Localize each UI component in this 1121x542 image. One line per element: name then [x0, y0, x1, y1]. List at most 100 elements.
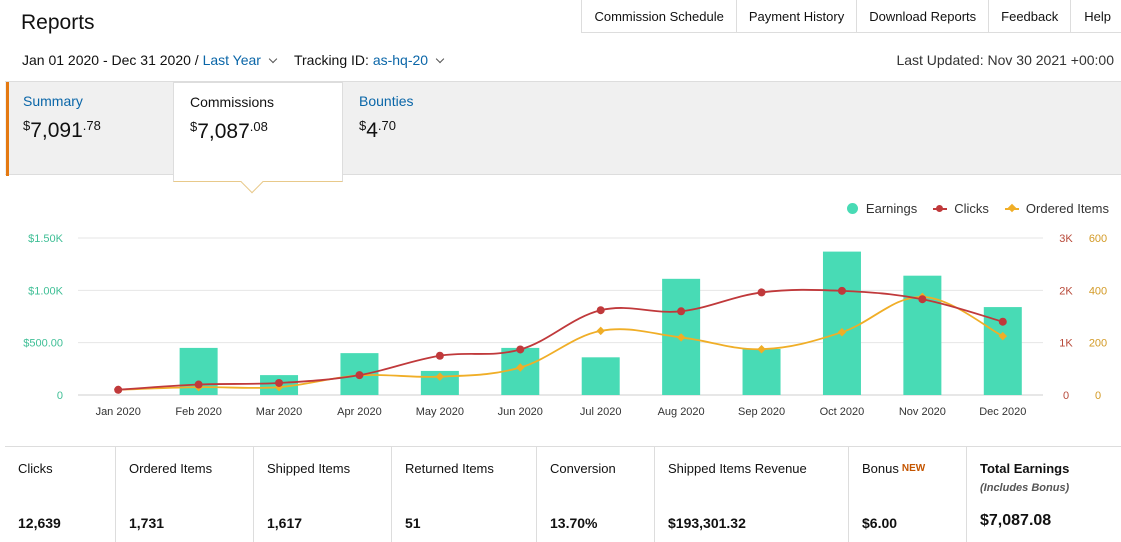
legend-ordered-items-label: Ordered Items	[1025, 201, 1109, 216]
left-axis-tick: 0	[57, 390, 63, 402]
clicks-point	[918, 295, 927, 304]
stat-ordered-items: Ordered Items 1,731	[116, 447, 254, 542]
x-axis-tick: Oct 2020	[820, 406, 865, 418]
last-updated: Last Updated: Nov 30 2021 +00:00	[896, 52, 1114, 68]
tab-bounties[interactable]: Bounties $4.70	[343, 82, 503, 176]
stat-label: Ordered Items	[129, 461, 213, 476]
stat-value: 1,731	[129, 515, 165, 531]
period-dropdown[interactable]: Last Year	[202, 52, 261, 68]
stat-value: $6.00	[862, 515, 898, 531]
clicks-point	[516, 345, 525, 354]
legend-ordered-items-swatch	[1004, 203, 1019, 213]
right-axis-1-tick: 1K	[1059, 338, 1073, 350]
payment-history-link[interactable]: Payment History	[737, 0, 858, 32]
right-axis-2-tick: 200	[1089, 338, 1107, 350]
tab-summary-value: $7,091.78	[23, 118, 101, 142]
x-axis-tick: Jan 2020	[96, 406, 141, 418]
stat-value: 1,617	[267, 515, 303, 531]
x-axis-tick: Mar 2020	[256, 406, 302, 418]
stat-total-earnings: Total Earnings (Includes Bonus) $7,087.0…	[967, 447, 1121, 542]
x-axis-tick: Sep 2020	[738, 406, 785, 418]
ordered-items-point	[435, 372, 445, 381]
tab-bounties-label: Bounties	[359, 93, 414, 109]
stat-label: Returned Items	[405, 461, 494, 476]
left-axis-tick: $500.00	[23, 338, 63, 350]
ordered-items-point	[596, 326, 605, 336]
right-axis-1-tick: 0	[1063, 390, 1069, 402]
stat-value: 51	[405, 515, 421, 531]
stat-clicks: Clicks 12,639	[5, 447, 116, 542]
stat-shipped-items-revenue: Shipped Items Revenue $193,301.32	[655, 447, 849, 542]
clicks-point	[757, 288, 766, 297]
x-axis-tick: Aug 2020	[658, 406, 705, 418]
stat-bonus: Bonus NEW $6.00	[849, 447, 967, 542]
chevron-down-icon[interactable]	[435, 54, 445, 63]
stat-value: 13.70%	[550, 515, 598, 531]
clicks-point	[275, 378, 284, 387]
page-title: Reports	[21, 11, 95, 34]
x-axis-tick: Jul 2020	[580, 406, 622, 418]
clicks-point	[998, 317, 1007, 326]
tab-summary-label: Summary	[23, 93, 83, 109]
x-axis-tick: Apr 2020	[337, 406, 382, 418]
stat-value: $193,301.32	[668, 515, 746, 531]
right-axis-1-tick: 3K	[1059, 233, 1073, 245]
new-badge: NEW	[901, 463, 926, 474]
tab-commissions-label: Commissions	[190, 94, 275, 110]
earnings-bar	[742, 348, 781, 395]
ordered-items-line	[118, 295, 1004, 391]
stat-label: Conversion	[550, 461, 616, 476]
ordered-items-point	[998, 331, 1008, 341]
tracking-id-dropdown[interactable]: as-hq-20	[372, 52, 429, 68]
stat-shipped-items: Shipped Items 1,617	[254, 447, 392, 542]
stat-returned-items: Returned Items 51	[392, 447, 537, 542]
stat-conversion: Conversion 13.70%	[537, 447, 655, 542]
legend-earnings-swatch	[846, 203, 858, 214]
clicks-point	[355, 371, 364, 380]
right-axis-2-tick: 600	[1089, 233, 1107, 245]
clicks-line	[118, 288, 1004, 391]
stat-label: Bonus NEW	[862, 461, 926, 476]
chevron-down-icon[interactable]	[268, 54, 278, 63]
clicks-point	[194, 380, 203, 389]
report-tabs: Summary $7,091.78 Commissions $7,087.08 …	[5, 81, 1121, 182]
filter-bar: Jan 01 2020 - Dec 31 2020 / Last Year Tr…	[22, 52, 445, 68]
clicks-point	[114, 385, 123, 394]
earnings-bar	[581, 357, 620, 395]
legend-earnings[interactable]: Earnings	[846, 201, 918, 216]
tracking-id-label: Tracking ID:	[293, 52, 369, 68]
x-axis-tick: Feb 2020	[175, 406, 221, 418]
ordered-items-point	[516, 363, 525, 372]
clicks-point	[677, 307, 686, 316]
clicks-point	[596, 306, 605, 315]
top-nav: Commission Schedule Payment History Down…	[581, 0, 1121, 33]
date-range: Jan 01 2020 - Dec 31 2020 /	[22, 52, 199, 68]
stat-label: Total Earnings	[980, 461, 1070, 476]
legend-ordered-items[interactable]: Ordered Items	[1004, 201, 1109, 216]
right-axis-2-tick: 0	[1095, 390, 1101, 402]
x-axis-tick: Jun 2020	[498, 406, 543, 418]
stats-row: Clicks 12,639 Ordered Items 1,731 Shippe…	[5, 446, 1121, 542]
chart-legend: Earnings Clicks Ordered Items	[831, 201, 1109, 216]
chart-plot: 0 $500.00 $1.00K $1.50K 0 1K 2K 3K 0 200 400 600 Jan…	[23, 233, 1107, 418]
tab-commissions-value: $7,087.08	[190, 119, 268, 143]
help-link[interactable]: Help	[1084, 8, 1111, 24]
legend-earnings-label: Earnings	[865, 201, 918, 216]
stat-note: (Includes Bonus)	[980, 482, 1070, 494]
earnings-bar	[822, 251, 861, 395]
tab-commissions[interactable]: Commissions $7,087.08	[173, 82, 343, 182]
clicks-point	[837, 286, 846, 295]
commission-schedule-link[interactable]: Commission Schedule	[582, 0, 737, 32]
stat-value: $7,087.08	[980, 512, 1052, 529]
download-reports-link[interactable]: Download Reports	[857, 0, 990, 32]
legend-clicks-swatch	[933, 204, 948, 212]
feedback-link[interactable]: Feedback	[989, 0, 1072, 32]
stat-label: Shipped Items	[267, 461, 351, 476]
right-axis-2-tick: 400	[1089, 285, 1107, 297]
legend-clicks[interactable]: Clicks	[933, 201, 989, 216]
tab-summary[interactable]: Summary $7,091.78	[6, 82, 173, 176]
clicks-point	[435, 351, 444, 360]
x-axis-tick: Dec 2020	[979, 406, 1026, 418]
left-axis-tick: $1.00K	[28, 285, 64, 297]
stat-value: 12,639	[18, 515, 61, 531]
